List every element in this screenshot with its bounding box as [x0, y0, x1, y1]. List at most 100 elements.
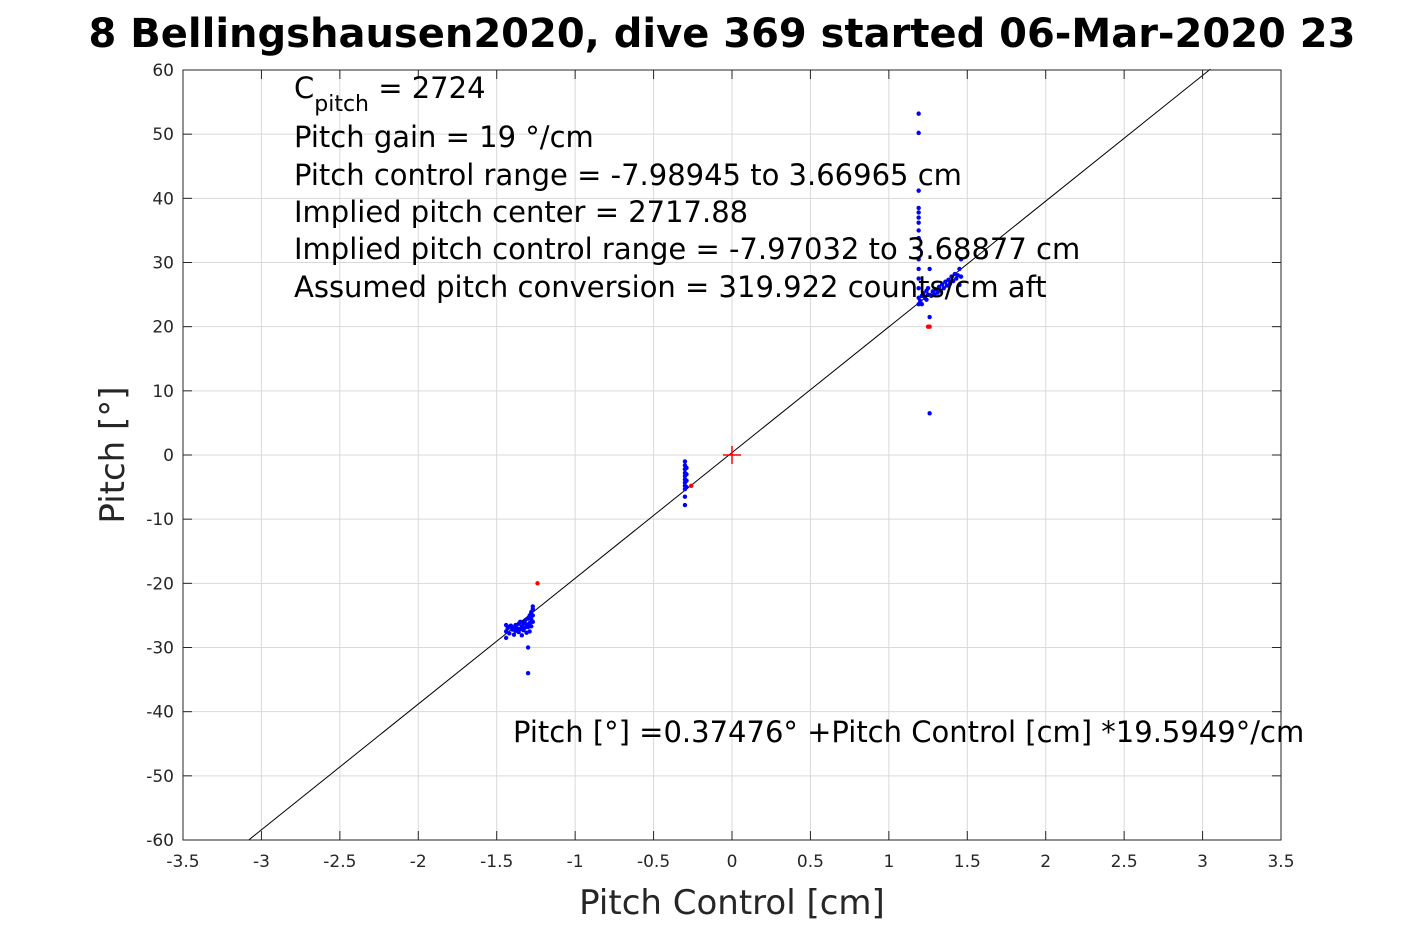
- y-tick-label: 0: [163, 446, 174, 466]
- data-point: [682, 502, 688, 508]
- annotation-gain: Pitch gain = 19 °/cm: [294, 120, 594, 154]
- data-point: [682, 494, 688, 499]
- annotation-c-pitch-main: C: [294, 71, 314, 105]
- x-axis-label: Pitch Control [cm]: [579, 883, 885, 923]
- data-point: [529, 624, 534, 629]
- data-point: [916, 220, 921, 225]
- x-tick-label: 1.5: [954, 852, 981, 872]
- data-point: [682, 459, 688, 464]
- data-point: [949, 274, 954, 279]
- data-point: [916, 228, 921, 233]
- data-point: [503, 635, 509, 641]
- y-tick-label: -60: [146, 831, 174, 851]
- data-point: [507, 631, 512, 636]
- annotation-conversion: Assumed pitch conversion = 319.922 count…: [294, 270, 1047, 304]
- data-point: [950, 278, 956, 284]
- y-tick-label: -30: [146, 639, 174, 659]
- data-point: [927, 411, 932, 416]
- data-point: [916, 205, 921, 211]
- x-tick-label: 3.5: [1267, 852, 1294, 872]
- data-points: [503, 111, 964, 676]
- y-tick-label: -10: [146, 510, 174, 530]
- data-point: [916, 188, 921, 193]
- data-point: [958, 257, 964, 262]
- annotation-control-range: Pitch control range = -7.98945 to 3.6696…: [294, 158, 962, 192]
- data-point: [958, 274, 964, 279]
- data-point: [530, 619, 535, 625]
- x-tick-label: -2.5: [323, 852, 356, 872]
- x-tick-label: -3: [253, 852, 270, 872]
- data-point: [947, 281, 953, 286]
- data-point: [916, 210, 921, 215]
- data-point: [530, 604, 535, 609]
- annotation-block: Cpitch = 2724 Pitch gain = 19 °/cm Pitch…: [294, 71, 1080, 304]
- x-tick-label: 0.5: [797, 852, 824, 872]
- x-tick-label: 0: [727, 852, 738, 872]
- data-point: [684, 484, 689, 490]
- x-tick-label: -3.5: [166, 852, 199, 872]
- data-point: [519, 633, 525, 638]
- y-axis-label: Pitch [°]: [93, 386, 133, 523]
- y-tick-label: -50: [146, 767, 174, 787]
- annotation-implied-center: Implied pitch center = 2717.88: [294, 195, 748, 229]
- data-point: [921, 291, 926, 296]
- y-tick-label: 10: [152, 382, 174, 402]
- data-point: [684, 478, 689, 483]
- x-tick-label: -2: [410, 852, 427, 872]
- flagged-point: [535, 581, 540, 586]
- annotation-implied-range: Implied pitch control range = -7.97032 t…: [294, 232, 1080, 266]
- data-point: [927, 314, 932, 320]
- x-tick-label: 2.5: [1111, 852, 1138, 872]
- data-point: [916, 235, 921, 241]
- x-tick-label: 3: [1197, 852, 1208, 872]
- data-point: [957, 282, 962, 288]
- annotation-c-pitch: Cpitch = 2724: [294, 71, 486, 117]
- data-point: [525, 670, 531, 676]
- annotation-c-pitch-sub: pitch: [314, 92, 369, 117]
- data-point: [916, 276, 921, 281]
- y-tick-label: -40: [146, 703, 174, 723]
- annotation-c-pitch-value: = 2724: [369, 71, 486, 105]
- data-point: [936, 284, 942, 290]
- data-point: [525, 645, 531, 650]
- data-point: [941, 285, 946, 291]
- data-point: [916, 246, 921, 251]
- data-point: [916, 215, 921, 220]
- x-tick-label: -1.5: [480, 852, 513, 872]
- data-point: [925, 285, 931, 291]
- chart-title: 8 Bellingshausen2020, dive 369 started 0…: [89, 11, 1356, 57]
- fit-equation: Pitch [°] =0.37476° +Pitch Control [cm] …: [513, 715, 1304, 749]
- x-tick-label: 2: [1040, 852, 1051, 872]
- x-tick-label: 1: [883, 852, 894, 872]
- flagged-point: [927, 324, 932, 329]
- data-point: [916, 111, 921, 116]
- data-point: [957, 266, 962, 272]
- y-tick-label: 40: [152, 189, 174, 209]
- data-point: [511, 632, 517, 637]
- data-point: [684, 472, 689, 477]
- data-point: [916, 257, 921, 262]
- center-marker-layer: [723, 446, 741, 464]
- y-tick-label: -20: [146, 574, 174, 594]
- data-point: [916, 266, 921, 272]
- data-point: [924, 297, 929, 302]
- data-point: [684, 465, 689, 471]
- data-point: [527, 629, 532, 634]
- data-point: [946, 277, 951, 283]
- y-tick-label: 60: [152, 61, 174, 81]
- y-tick-label: 20: [152, 318, 174, 338]
- y-tick-label: 50: [152, 125, 174, 145]
- x-tick-label: -1: [567, 852, 584, 872]
- data-point: [530, 613, 535, 618]
- data-point: [939, 282, 945, 287]
- data-point: [938, 288, 943, 293]
- data-point: [927, 266, 932, 272]
- flagged-point: [689, 483, 694, 488]
- y-tick-label: 30: [152, 254, 174, 274]
- data-point: [916, 285, 921, 291]
- axis-ticks: -3.5 -3 -2.5 -2 -1.5 -1 -0.5 0 0.5 1 1.5 2 2.5 3 3.5 60…: [146, 61, 1294, 872]
- data-point: [916, 130, 921, 136]
- x-tick-label: -0.5: [637, 852, 670, 872]
- data-point: [919, 302, 924, 307]
